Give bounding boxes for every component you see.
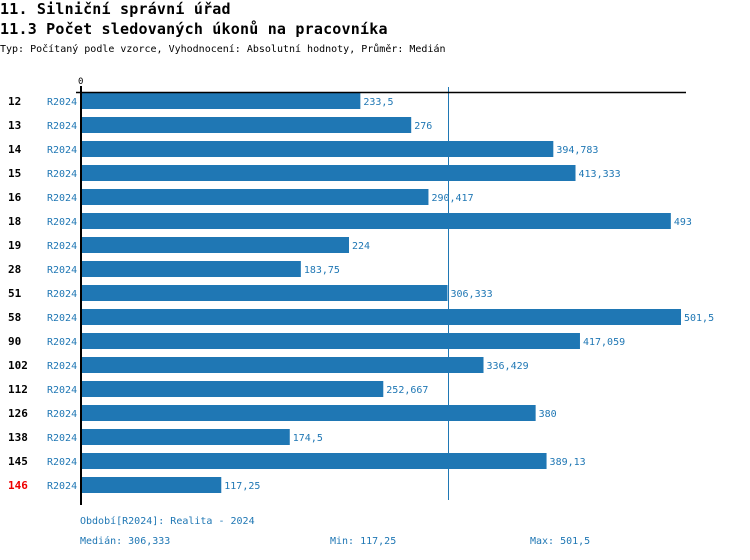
x-tick-label: 0 — [78, 77, 83, 87]
category-label: 19 — [8, 239, 21, 252]
category-label: 112 — [8, 383, 28, 396]
value-label: 336,429 — [487, 361, 529, 372]
bar-13 — [81, 117, 412, 133]
chart-title: 11.3 Počet sledovaných úkonů na pracovní… — [0, 20, 388, 38]
value-label: 276 — [414, 121, 432, 132]
value-label: 389,13 — [550, 457, 586, 468]
value-label: 394,783 — [556, 145, 598, 156]
category-label: 146 — [8, 479, 28, 492]
category-label: 126 — [8, 407, 28, 420]
category-label: 145 — [8, 455, 28, 468]
bar-102 — [81, 357, 484, 373]
series-label: R2024 — [47, 97, 77, 108]
bar-90 — [81, 333, 580, 349]
value-label: 117,25 — [224, 481, 260, 492]
bar-58 — [81, 309, 681, 325]
bar-chart: 0 12 R2024 233,5 13 R2024 276 14 R2024 394,783 15… — [8, 77, 714, 505]
series-label: R2024 — [47, 481, 77, 492]
series-label: R2024 — [47, 241, 77, 252]
series-label: R2024 — [47, 433, 77, 444]
bar-19 — [81, 237, 349, 253]
value-label: 290,417 — [431, 193, 473, 204]
category-label: 14 — [8, 143, 22, 156]
value-label: 224 — [352, 241, 370, 252]
bar-18 — [81, 213, 671, 229]
value-label: 493 — [674, 217, 692, 228]
value-label: 380 — [539, 409, 557, 420]
value-label: 252,667 — [386, 385, 428, 396]
series-label: R2024 — [47, 385, 77, 396]
value-label: 183,75 — [304, 265, 340, 276]
value-label: 413,333 — [579, 169, 621, 180]
labels-group: 12 R2024 233,5 13 R2024 276 14 R2024 394,783 15 R2… — [8, 95, 714, 492]
footer-max: Max: 501,5 — [530, 536, 591, 547]
value-label: 501,5 — [684, 313, 714, 324]
bar-126 — [81, 405, 536, 421]
value-label: 174,5 — [293, 433, 323, 444]
bar-28 — [81, 261, 301, 277]
category-label: 51 — [8, 287, 22, 300]
series-label: R2024 — [47, 265, 77, 276]
bar-16 — [81, 189, 429, 205]
category-label: 90 — [8, 335, 21, 348]
value-label: 233,5 — [363, 97, 393, 108]
series-label: R2024 — [47, 457, 77, 468]
series-label: R2024 — [47, 145, 77, 156]
series-label: R2024 — [47, 289, 77, 300]
value-label: 417,059 — [583, 337, 625, 348]
chart-description: Typ: Počítaný podle vzorce, Vyhodnocení:… — [0, 44, 446, 55]
bar-15 — [81, 165, 576, 181]
bars-group — [81, 93, 681, 493]
category-label: 12 — [8, 95, 21, 108]
category-label: 15 — [8, 167, 21, 180]
series-label: R2024 — [47, 217, 77, 228]
category-label: 138 — [8, 431, 28, 444]
category-label: 58 — [8, 311, 21, 324]
category-label: 28 — [8, 263, 21, 276]
bar-112 — [81, 381, 384, 397]
page-title: 11. Silniční správní úřad — [0, 0, 231, 18]
category-label: 18 — [8, 215, 21, 228]
bar-138 — [81, 429, 290, 445]
series-label: R2024 — [47, 361, 77, 372]
bar-145 — [81, 453, 547, 469]
bar-12 — [81, 93, 361, 109]
series-label: R2024 — [47, 409, 77, 420]
category-label: 102 — [8, 359, 28, 372]
series-label: R2024 — [47, 313, 77, 324]
bar-14 — [81, 141, 554, 157]
footer-min: Min: 117,25 — [330, 536, 397, 547]
category-label: 16 — [8, 191, 22, 204]
category-label: 13 — [8, 119, 21, 132]
footer-period: Období[R2024]: Realita - 2024 — [80, 516, 255, 527]
bar-51 — [81, 285, 448, 301]
series-label: R2024 — [47, 337, 77, 348]
series-label: R2024 — [47, 193, 77, 204]
value-label: 306,333 — [451, 289, 493, 300]
series-label: R2024 — [47, 169, 77, 180]
footer-median: Medián: 306,333 — [80, 536, 171, 547]
bar-146 — [81, 477, 222, 493]
series-label: R2024 — [47, 121, 77, 132]
